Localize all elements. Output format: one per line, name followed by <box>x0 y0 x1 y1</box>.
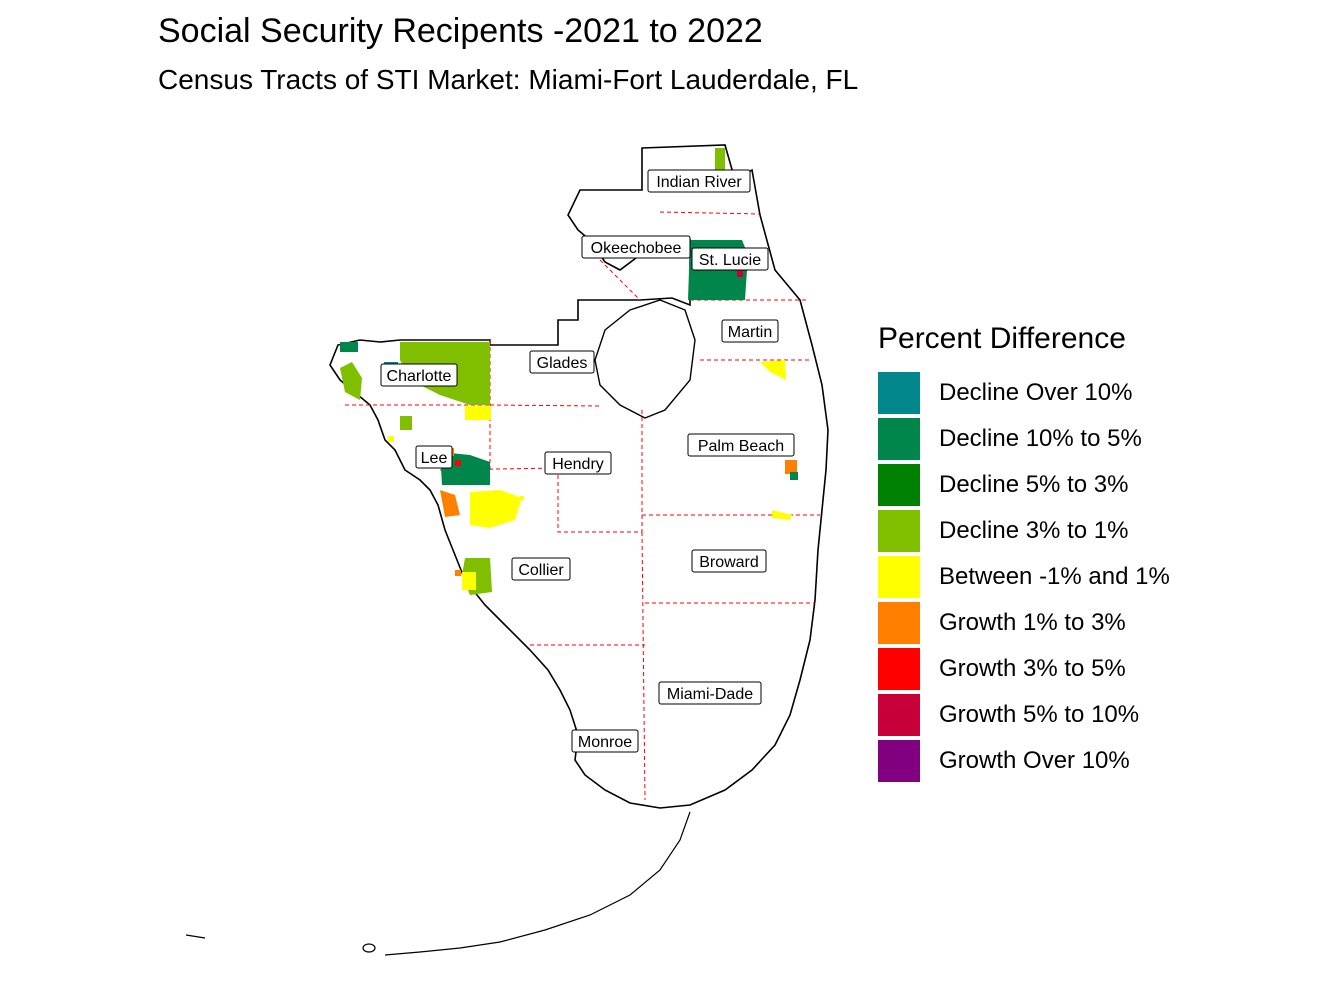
legend-label: Growth Over 10% <box>939 747 1130 774</box>
tract <box>465 406 491 420</box>
florida-keys <box>185 811 691 956</box>
tract <box>470 490 522 528</box>
legend-item: Growth 5% to 10% <box>878 692 1238 738</box>
tract <box>790 472 798 480</box>
county-name: Collier <box>518 562 564 579</box>
legend-item: Growth 3% to 5% <box>878 646 1238 692</box>
border-lee-hendry <box>439 467 559 471</box>
tract <box>462 572 476 590</box>
county-name: Broward <box>699 554 759 571</box>
legend: Percent Difference Decline Over 10% Decli… <box>878 322 1238 784</box>
legend-swatch <box>878 740 920 782</box>
legend-label: Decline 10% to 5% <box>939 425 1142 452</box>
island <box>185 934 206 939</box>
county-label-indian-river: Indian River <box>647 169 751 193</box>
tract <box>440 490 460 517</box>
tract <box>340 342 358 352</box>
map-title: Social Security Recipents -2021 to 2022 <box>158 12 763 50</box>
legend-item: Decline 10% to 5% <box>878 416 1238 462</box>
border-indian-river-st-lucie <box>659 211 761 215</box>
county-name: Palm Beach <box>698 438 784 455</box>
legend-label: Decline 3% to 1% <box>939 517 1129 544</box>
county-label-monroe: Monroe <box>571 729 639 753</box>
legend-swatch <box>878 510 920 552</box>
legend-swatch <box>878 464 920 506</box>
county-label-charlotte: Charlotte <box>380 363 458 387</box>
legend-label: Growth 5% to 10% <box>939 701 1140 728</box>
border-hendry-collier <box>557 468 642 533</box>
county-name: Hendry <box>552 456 604 473</box>
county-label-palm-beach: Palm Beach <box>687 433 795 457</box>
legend-swatch <box>878 694 920 736</box>
tract <box>785 460 797 474</box>
map-subtitle: Census Tracts of STI Market: Miami-Fort … <box>158 64 859 95</box>
legend-label: Between -1% and 1% <box>939 563 1170 590</box>
region-outline <box>329 144 829 809</box>
county-label-hendry: Hendry <box>544 451 612 475</box>
county-name: St. Lucie <box>699 252 761 269</box>
tract <box>455 570 461 576</box>
legend-title: Percent Difference <box>878 322 1126 355</box>
tract <box>737 265 743 277</box>
county-name: Martin <box>728 324 772 341</box>
county-name: Charlotte <box>387 368 452 385</box>
tract <box>486 520 494 526</box>
tract <box>400 416 412 430</box>
legend-swatch <box>878 372 920 414</box>
legend-items: Decline Over 10% Decline 10% to 5% Decline… <box>878 370 1238 784</box>
tract <box>455 460 461 466</box>
lake-okeechobee <box>594 299 696 419</box>
legend-label: Growth 3% to 5% <box>939 655 1126 682</box>
legend-item: Decline Over 10% <box>878 370 1238 416</box>
county-label-glades: Glades <box>529 350 595 374</box>
island <box>362 943 376 953</box>
tract <box>388 436 394 442</box>
county-label-st-lucie: St. Lucie <box>691 247 769 271</box>
county-name: Lee <box>421 450 448 467</box>
legend-item: Growth Over 10% <box>878 738 1238 784</box>
border-glades-hendry <box>489 404 601 407</box>
keys-chain <box>384 811 691 956</box>
legend-swatch <box>878 556 920 598</box>
legend-swatch <box>878 602 920 644</box>
legend-label: Decline Over 10% <box>939 379 1133 406</box>
county-label-okeechobee: Okeechobee <box>581 235 691 259</box>
legend-label: Growth 1% to 3% <box>939 609 1126 636</box>
legend-item: Between -1% and 1% <box>878 554 1238 600</box>
county-name: Okeechobee <box>591 240 682 257</box>
county-name: Monroe <box>578 734 632 751</box>
county-label-lee: Lee <box>415 445 453 469</box>
tract <box>760 360 786 380</box>
tract <box>520 496 524 500</box>
county-label-broward: Broward <box>691 549 767 573</box>
legend-swatch <box>878 648 920 690</box>
tract <box>772 510 792 520</box>
county-name: Miami-Dade <box>667 686 753 703</box>
border-okeechobee-glades <box>599 259 641 301</box>
county-label-collier: Collier <box>511 557 571 581</box>
county-label-miami-dade: Miami-Dade <box>658 681 762 705</box>
legend-label: Decline 5% to 3% <box>939 471 1129 498</box>
legend-swatch <box>878 418 920 460</box>
tract <box>340 362 362 400</box>
border-collier-miami-dade <box>641 531 646 801</box>
county-name: Indian River <box>656 174 742 191</box>
tract <box>715 148 725 170</box>
county-name: Glades <box>537 355 588 372</box>
legend-item: Decline 5% to 3% <box>878 462 1238 508</box>
county-label-martin: Martin <box>721 319 779 343</box>
legend-item: Decline 3% to 1% <box>878 508 1238 554</box>
legend-item: Growth 1% to 3% <box>878 600 1238 646</box>
